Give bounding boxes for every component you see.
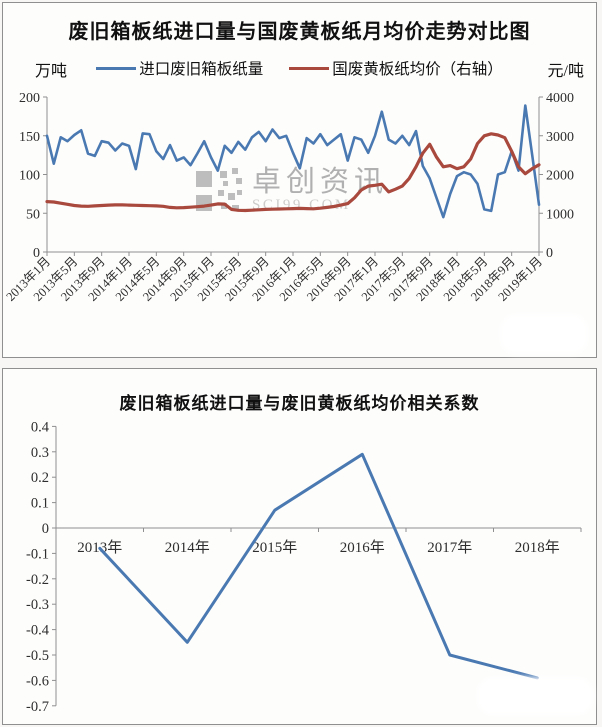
y-axis-ticks: 0.4 0.3 0.2 0.1 0 -0.1 -0.2 -0.3 -0.4 -0.5 -0.6 -0.…	[26, 419, 56, 715]
svg-text:50: 50	[26, 207, 40, 222]
import-volume-line	[45, 104, 541, 219]
svg-text:0: 0	[33, 246, 40, 261]
svg-text:2018年: 2018年	[515, 539, 560, 556]
svg-text:-0.5: -0.5	[26, 648, 49, 664]
legend-item-import-volume: 进口废旧箱板纸量	[96, 57, 263, 79]
svg-text:-0.2: -0.2	[26, 572, 49, 588]
svg-text:-0.4: -0.4	[26, 623, 50, 639]
legend-item-domestic-price: 国废黄板纸均价（右轴）	[289, 57, 503, 79]
legend-label-domestic-price: 国废黄板纸均价（右轴）	[332, 61, 503, 78]
svg-text:4000: 4000	[546, 91, 574, 106]
right-axis-unit-label: 元/吨	[547, 63, 584, 80]
x-axis-ticks: 2013年1月2013年5月2013年9月2014年1月2014年5月2014年…	[3, 252, 545, 304]
correlation-line	[98, 452, 539, 680]
svg-text:0.1: 0.1	[31, 496, 49, 512]
legend-label-import-volume: 进口废旧箱板纸量	[139, 61, 264, 78]
domestic-price-line-swatch	[289, 66, 330, 70]
svg-text:2000: 2000	[546, 169, 574, 184]
svg-text:2014年: 2014年	[165, 539, 210, 556]
comparison-chart-legend: 万吨 进口废旧箱板纸量 国废黄板纸均价（右轴） 元/吨	[3, 57, 596, 80]
svg-text:0: 0	[546, 246, 553, 261]
axes	[46, 97, 540, 253]
import-volume-line-swatch	[96, 66, 137, 70]
svg-text:0.2: 0.2	[31, 470, 49, 486]
svg-text:150: 150	[19, 130, 40, 145]
svg-text:2016年: 2016年	[340, 539, 385, 556]
svg-text:3000: 3000	[546, 130, 574, 145]
left-axis-unit-label: 万吨	[35, 63, 68, 80]
correlation-chart-panel: 0.4 0.3 0.2 0.1 0 -0.1 -0.2 -0.3 -0.4 -0.5 -0.6 -0.…	[2, 368, 597, 725]
svg-text:2015年: 2015年	[252, 539, 297, 556]
svg-text:200: 200	[19, 91, 40, 106]
svg-text:0.3: 0.3	[31, 445, 49, 461]
correlation-chart-title: 废旧箱板纸进口量与废旧黄板纸均价相关系数	[119, 394, 480, 413]
comparison-chart-panel: 卓创资讯 SCI99.COM 0 50 100 150 200 0 1000 2000 3000…	[2, 2, 597, 358]
svg-text:-0.7: -0.7	[26, 699, 49, 715]
svg-text:1000: 1000	[546, 207, 574, 222]
comparison-chart-svg: 050100150200010002000300040002013年1月2013…	[3, 91, 574, 304]
erased-watermark-patch	[481, 681, 589, 711]
svg-text:2017年: 2017年	[427, 539, 472, 556]
correlation-chart-svg: 0.4 0.3 0.2 0.1 0 -0.1 -0.2 -0.3 -0.4 -0.5 -0.6 -0.…	[26, 419, 582, 715]
axes	[55, 426, 581, 706]
erased-watermark-patch	[504, 318, 584, 350]
x-axis-ticks: 2013年 2014年 2015年 2016年 2017年 2018年	[55, 528, 582, 556]
svg-text:-0.1: -0.1	[26, 546, 49, 562]
svg-text:-0.6: -0.6	[26, 673, 49, 689]
svg-text:100: 100	[19, 169, 40, 184]
svg-text:-0.3: -0.3	[26, 597, 49, 613]
svg-text:0.4: 0.4	[31, 419, 50, 435]
comparison-chart-title: 废旧箱板纸进口量与国废黄板纸月均价走势对比图	[68, 21, 531, 43]
svg-text:0: 0	[42, 521, 49, 537]
domestic-price-line	[45, 132, 541, 213]
